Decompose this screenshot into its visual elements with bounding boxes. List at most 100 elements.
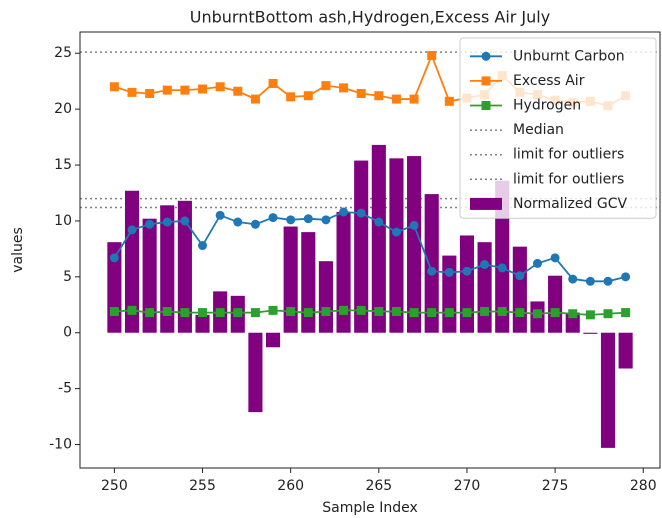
point bbox=[427, 266, 437, 276]
legend-label: Unburnt Carbon bbox=[513, 48, 625, 64]
point bbox=[550, 253, 560, 263]
point bbox=[374, 306, 384, 316]
legend-swatch bbox=[470, 197, 502, 210]
point bbox=[409, 220, 419, 230]
point bbox=[409, 308, 419, 318]
point bbox=[339, 305, 349, 315]
point bbox=[127, 305, 137, 315]
point bbox=[603, 309, 613, 319]
y-axis-label: values bbox=[10, 227, 26, 273]
point bbox=[550, 308, 560, 318]
point bbox=[480, 260, 490, 270]
point bbox=[145, 308, 155, 318]
point bbox=[497, 263, 507, 273]
point bbox=[356, 88, 366, 98]
point bbox=[162, 217, 172, 227]
point bbox=[462, 266, 472, 276]
point bbox=[339, 83, 349, 93]
point bbox=[198, 308, 208, 318]
legend-label: Median bbox=[513, 122, 564, 138]
point bbox=[250, 219, 260, 229]
point bbox=[321, 215, 331, 225]
point bbox=[250, 308, 260, 318]
x-tick-label: 265 bbox=[365, 478, 392, 494]
point bbox=[532, 309, 542, 319]
plot-frame bbox=[79, 31, 661, 469]
y-tick-label: 5 bbox=[63, 269, 72, 285]
point bbox=[444, 308, 454, 318]
legend-box bbox=[459, 37, 657, 219]
bar bbox=[142, 218, 157, 333]
legend: Unburnt Carbon Excess Air Hydrogen Median li… bbox=[459, 37, 657, 219]
y-tick-label: 25 bbox=[54, 45, 72, 61]
point bbox=[585, 276, 595, 286]
point bbox=[356, 208, 366, 218]
x-tick-label: 255 bbox=[189, 478, 216, 494]
bar bbox=[195, 314, 210, 333]
point bbox=[621, 308, 631, 318]
point bbox=[268, 78, 278, 88]
point bbox=[303, 91, 313, 101]
x-axis-label: Sample Index bbox=[322, 500, 417, 516]
y-tick-label: 10 bbox=[54, 213, 72, 229]
point bbox=[497, 306, 507, 316]
bar bbox=[424, 194, 439, 333]
bar bbox=[548, 275, 563, 333]
x-tick-label: 250 bbox=[101, 478, 128, 494]
point bbox=[444, 96, 454, 106]
bar bbox=[477, 242, 492, 333]
x-tick-label: 270 bbox=[454, 478, 481, 494]
bar bbox=[442, 255, 457, 333]
point bbox=[180, 85, 190, 95]
point bbox=[303, 308, 313, 318]
point bbox=[162, 85, 172, 95]
point bbox=[198, 241, 208, 251]
bar bbox=[177, 200, 192, 333]
bar bbox=[160, 205, 175, 333]
point bbox=[444, 267, 454, 277]
point bbox=[391, 94, 401, 104]
point bbox=[480, 306, 490, 316]
point bbox=[215, 308, 225, 318]
point bbox=[321, 81, 331, 91]
legend-marker bbox=[481, 76, 491, 86]
point bbox=[603, 276, 613, 286]
point bbox=[145, 219, 155, 229]
point bbox=[515, 271, 525, 281]
bar bbox=[336, 211, 351, 333]
legend-label: Excess Air bbox=[513, 73, 585, 89]
point bbox=[462, 308, 472, 318]
point bbox=[127, 225, 137, 235]
point bbox=[532, 258, 542, 268]
bar bbox=[318, 261, 333, 333]
y-tick-label: -5 bbox=[58, 381, 72, 397]
legend-label: limit for outliers bbox=[513, 147, 624, 163]
point bbox=[233, 217, 243, 227]
x-tick-label: 280 bbox=[630, 478, 657, 494]
point bbox=[374, 91, 384, 101]
y-tick-label: 20 bbox=[54, 101, 72, 117]
bar bbox=[248, 332, 263, 413]
point bbox=[215, 210, 225, 220]
y-tick-label: 15 bbox=[54, 157, 72, 173]
bar bbox=[371, 144, 386, 333]
point bbox=[568, 274, 578, 284]
point bbox=[585, 310, 595, 320]
point bbox=[109, 253, 119, 263]
bar bbox=[124, 190, 140, 333]
bar bbox=[600, 332, 616, 448]
point bbox=[303, 214, 313, 224]
bar bbox=[354, 160, 369, 333]
chart-title: UnburntBottom ash,Hydrogen,Excess Air Ju… bbox=[190, 8, 550, 27]
y-tick-label: 0 bbox=[63, 325, 72, 341]
point bbox=[391, 306, 401, 316]
point bbox=[268, 213, 278, 223]
bar bbox=[459, 235, 475, 333]
bar bbox=[389, 158, 404, 333]
point bbox=[409, 94, 419, 104]
point bbox=[286, 306, 296, 316]
point bbox=[339, 207, 349, 217]
point bbox=[180, 216, 190, 226]
point bbox=[180, 308, 190, 318]
point bbox=[109, 82, 119, 92]
